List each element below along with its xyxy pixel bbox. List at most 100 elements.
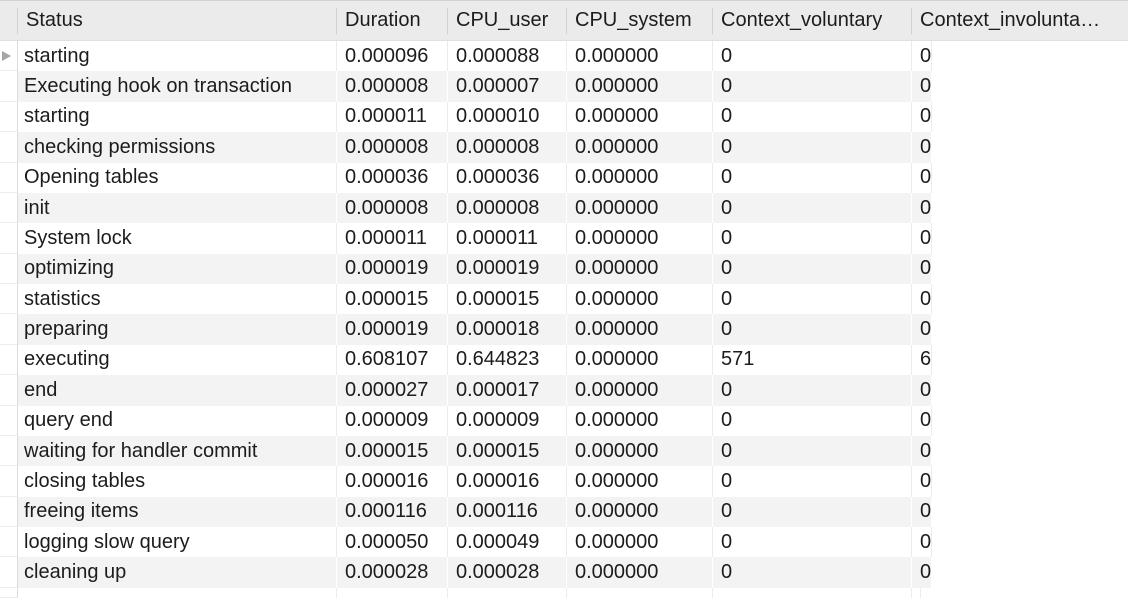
cell-context-voluntary[interactable]: 0 <box>713 466 912 497</box>
table-row[interactable]: init 0.000008 0.000008 0.000000 0 0 <box>0 192 1128 224</box>
cell-cpu-system[interactable]: 0.000000 <box>567 192 713 224</box>
cell-context-voluntary[interactable]: 0 <box>713 132 912 163</box>
cell-context-involuntary[interactable]: 0 <box>912 466 933 497</box>
table-row[interactable]: statistics 0.000015 0.000015 0.000000 0 … <box>0 284 1128 315</box>
cell-context-involuntary[interactable]: 0 <box>912 253 933 284</box>
cell-context-voluntary[interactable]: 0 <box>713 162 912 193</box>
header-cell-context-voluntary[interactable]: Context_voluntary <box>713 1 912 40</box>
row-gutter-cell[interactable] <box>0 527 18 558</box>
table-row[interactable]: executing 0.608107 0.644823 0.000000 571… <box>0 344 1128 376</box>
cell-cpu-system[interactable]: 0.000000 <box>567 162 713 193</box>
table-row[interactable]: logging slow query 0.000050 0.000049 0.0… <box>0 527 1128 558</box>
table-row[interactable]: waiting for handler commit 0.000015 0.00… <box>0 435 1128 467</box>
cell-context-voluntary[interactable]: 571 <box>713 344 912 376</box>
cell-cpu-system[interactable]: 0.000000 <box>567 101 713 133</box>
cell-context-voluntary[interactable]: 0 <box>713 192 912 224</box>
cell-status[interactable]: closing tables <box>18 466 337 497</box>
cell-status[interactable]: Executing hook on transaction <box>18 71 337 102</box>
cell-duration[interactable]: 0.000019 <box>337 253 448 284</box>
cell-context-voluntary[interactable]: 0 <box>713 496 912 527</box>
cell-duration[interactable]: 0.000027 <box>337 375 448 406</box>
cell-context-voluntary[interactable]: 0 <box>713 284 912 315</box>
cell-context-involuntary[interactable]: 6 <box>912 344 933 376</box>
table-row[interactable]: starting 0.000011 0.000010 0.000000 0 0 <box>0 101 1128 133</box>
cell-context-involuntary[interactable]: 0 <box>912 496 933 527</box>
cell-status[interactable]: statistics <box>18 284 337 315</box>
cell-cpu-user[interactable]: 0.644823 <box>448 344 567 376</box>
table-row[interactable]: Opening tables 0.000036 0.000036 0.00000… <box>0 162 1128 193</box>
row-gutter-cell[interactable] <box>0 375 18 406</box>
cell-context-voluntary[interactable]: 0 <box>713 71 912 102</box>
cell-cpu-user[interactable]: 0.000008 <box>448 192 567 224</box>
cell-context-voluntary[interactable]: 0 <box>713 557 912 588</box>
cell-cpu-user[interactable]: 0.000116 <box>448 496 567 527</box>
column-separator[interactable] <box>911 8 912 34</box>
row-gutter-cell[interactable] <box>0 435 18 467</box>
row-gutter-cell[interactable] <box>0 405 18 436</box>
cell-context-voluntary[interactable]: 0 <box>713 101 912 133</box>
cell-context-involuntary[interactable]: 0 <box>912 71 933 102</box>
row-gutter-cell[interactable] <box>0 41 18 72</box>
column-separator[interactable] <box>566 8 567 34</box>
table-row[interactable]: end 0.000027 0.000017 0.000000 0 0 <box>0 375 1128 406</box>
cell-context-involuntary[interactable]: 0 <box>912 162 933 193</box>
cell-duration[interactable]: 0.000116 <box>337 496 448 527</box>
cell-cpu-system[interactable]: 0.000000 <box>567 253 713 284</box>
cell-status[interactable]: cleaning up <box>18 557 337 588</box>
cell-cpu-user[interactable]: 0.000018 <box>448 314 567 345</box>
cell-cpu-system[interactable]: 0.000000 <box>567 41 713 72</box>
cell-duration[interactable]: 0.608107 <box>337 344 448 376</box>
cell-status[interactable]: Opening tables <box>18 162 337 193</box>
cell-cpu-system[interactable]: 0.000000 <box>567 132 713 163</box>
column-separator[interactable] <box>712 8 713 34</box>
cell-duration[interactable]: 0.000011 <box>337 101 448 133</box>
cell-context-involuntary[interactable]: 0 <box>912 223 933 254</box>
cell-duration[interactable]: 0.000016 <box>337 466 448 497</box>
cell-context-voluntary[interactable]: 0 <box>713 527 912 558</box>
cell-duration[interactable]: 0.000019 <box>337 314 448 345</box>
cell-cpu-system[interactable]: 0.000000 <box>567 223 713 254</box>
cell-status[interactable]: waiting for handler commit <box>18 435 337 467</box>
table-row[interactable]: starting 0.000096 0.000088 0.000000 0 0 <box>0 41 1128 72</box>
cell-cpu-system[interactable] <box>567 587 713 598</box>
cell-context-involuntary[interactable]: 0 <box>912 435 933 467</box>
cell-context-involuntary[interactable]: 0 <box>912 557 933 588</box>
cell-cpu-system[interactable]: 0.000000 <box>567 344 713 376</box>
cell-context-involuntary[interactable]: 0 <box>912 101 933 133</box>
cell-context-involuntary[interactable] <box>912 587 921 598</box>
cell-cpu-user[interactable]: 0.000009 <box>448 405 567 436</box>
cell-duration[interactable]: 0.000050 <box>337 527 448 558</box>
cell-cpu-system[interactable]: 0.000000 <box>567 314 713 345</box>
header-cell-cpu-system[interactable]: CPU_system <box>567 1 713 40</box>
row-gutter-cell[interactable] <box>0 587 18 598</box>
cell-duration[interactable]: 0.000015 <box>337 435 448 467</box>
table-row[interactable]: System lock 0.000011 0.000011 0.000000 0… <box>0 223 1128 254</box>
cell-cpu-user[interactable]: 0.000036 <box>448 162 567 193</box>
cell-cpu-user[interactable] <box>448 587 567 598</box>
cell-status[interactable]: checking permissions <box>18 132 337 163</box>
row-gutter-cell[interactable] <box>0 101 18 133</box>
cell-context-voluntary[interactable]: 0 <box>713 375 912 406</box>
cell-context-voluntary[interactable]: 0 <box>713 435 912 467</box>
cell-context-involuntary[interactable]: 0 <box>912 284 933 315</box>
row-gutter-cell[interactable] <box>0 192 18 224</box>
cell-cpu-system[interactable]: 0.000000 <box>567 496 713 527</box>
row-gutter-cell[interactable] <box>0 496 18 527</box>
cell-cpu-user[interactable]: 0.000008 <box>448 132 567 163</box>
cell-duration[interactable]: 0.000011 <box>337 223 448 254</box>
cell-context-voluntary[interactable]: 0 <box>713 253 912 284</box>
table-row[interactable]: query end 0.000009 0.000009 0.000000 0 0 <box>0 405 1128 436</box>
cell-duration[interactable]: 0.000028 <box>337 557 448 588</box>
column-separator[interactable] <box>336 8 337 34</box>
row-gutter-cell[interactable] <box>0 162 18 193</box>
cell-cpu-system[interactable]: 0.000000 <box>567 71 713 102</box>
cell-duration[interactable]: 0.000096 <box>337 41 448 72</box>
table-row[interactable]: preparing 0.000019 0.000018 0.000000 0 0 <box>0 314 1128 345</box>
cell-status[interactable]: query end <box>18 405 337 436</box>
row-gutter-cell[interactable] <box>0 466 18 497</box>
cell-cpu-user[interactable]: 0.000016 <box>448 466 567 497</box>
header-gutter-cell[interactable] <box>0 1 18 40</box>
cell-context-involuntary[interactable]: 0 <box>912 132 933 163</box>
header-cell-context-involuntary[interactable]: Context_involunta… <box>912 1 1128 40</box>
row-gutter-cell[interactable] <box>0 71 18 102</box>
